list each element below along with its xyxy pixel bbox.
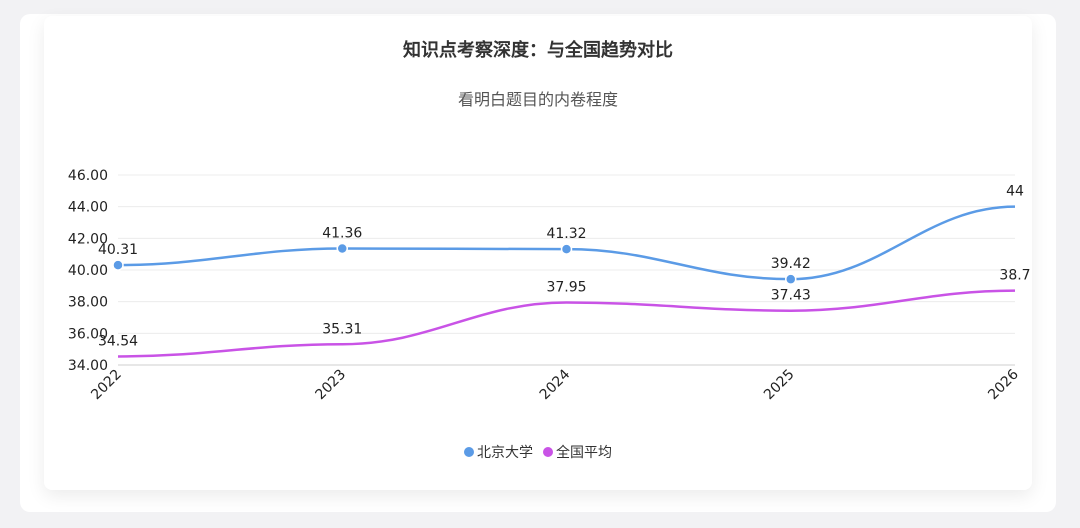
data-label: 41.32 (546, 226, 586, 242)
data-label: 38.7 (999, 268, 1030, 284)
data-point (112, 259, 124, 271)
y-tick-label: 38.00 (68, 295, 108, 311)
data-point (336, 242, 348, 255)
data-label: 41.36 (322, 225, 362, 241)
y-tick-label: 34.00 (68, 358, 108, 374)
chart-legend: 北京大学 全国平均 (0, 442, 1076, 462)
x-tick-label: 2023 (313, 367, 350, 404)
data-label: 34.54 (98, 333, 138, 349)
series-line (117, 205, 1016, 281)
y-tick-label: 40.00 (68, 263, 108, 279)
data-label: 44 (1006, 184, 1024, 200)
y-tick-label: 46.00 (68, 168, 108, 184)
legend-marker-beida (464, 447, 474, 457)
y-tick-label: 36.00 (68, 326, 108, 342)
data-label: 40.31 (98, 242, 138, 258)
data-label: 39.42 (771, 256, 811, 272)
chart-card (44, 16, 1032, 490)
x-tick-label: 2024 (537, 366, 574, 403)
chart-title: 知识点考察深度：与全国趋势对比 (403, 40, 673, 61)
legend-item-national[interactable]: 全国平均 (543, 442, 612, 462)
legend-label-beida: 北京大学 (477, 445, 533, 461)
y-tick-label: 42.00 (68, 231, 108, 247)
x-tick-label: 2026 (985, 366, 1022, 403)
data-label: 37.43 (771, 288, 811, 304)
legend-marker-national (543, 447, 553, 457)
data-point (560, 243, 573, 255)
chart-subtitle: 看明白题目的内卷程度 (457, 90, 618, 109)
x-tick-label: 2025 (761, 367, 798, 404)
legend-item-beida[interactable]: 北京大学 (464, 442, 533, 462)
legend-label-national: 全国平均 (556, 445, 612, 461)
data-label: 37.95 (546, 279, 586, 295)
y-tick-label: 44.00 (68, 200, 108, 216)
data-point (785, 273, 797, 285)
series-line (117, 289, 1016, 358)
data-label: 35.31 (322, 321, 362, 337)
